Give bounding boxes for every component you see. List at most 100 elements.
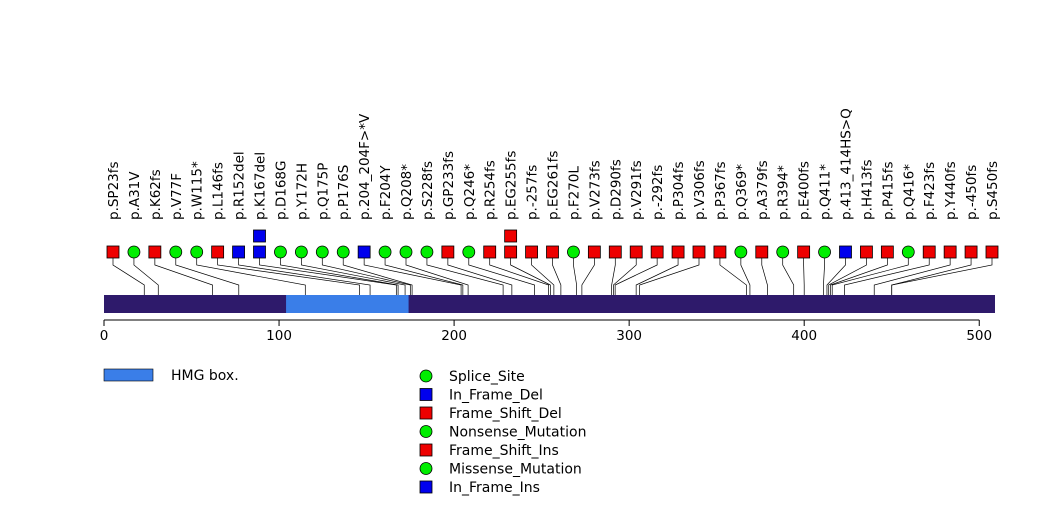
mutation-label-0: p.SP23fs bbox=[106, 161, 122, 220]
connector-11 bbox=[342, 258, 413, 295]
marker-17 bbox=[462, 245, 476, 259]
connector-8 bbox=[280, 258, 399, 295]
marker-32 bbox=[776, 245, 790, 259]
mutation-label-9: p.Y172H bbox=[294, 163, 310, 220]
marker-9 bbox=[294, 245, 308, 259]
protein-track bbox=[104, 295, 995, 313]
legend-label-1: In_Frame_Del bbox=[449, 388, 543, 404]
legend-swatch-3 bbox=[419, 425, 433, 438]
mutation-label-34: p.Q411* bbox=[818, 164, 834, 220]
x-tick-label-200: 200 bbox=[441, 328, 467, 344]
marker-38 bbox=[901, 245, 915, 259]
connector-25 bbox=[613, 258, 637, 295]
mutation-label-20: p.-257fs bbox=[525, 165, 541, 220]
marker-42 bbox=[985, 245, 999, 259]
connector-13 bbox=[384, 258, 464, 295]
mutation-label-5: p.L146fs bbox=[211, 162, 227, 220]
connector-5 bbox=[217, 258, 360, 295]
domain-legend: HMG box. bbox=[103, 368, 239, 384]
mutation-label-23: p.V273fs bbox=[587, 160, 603, 220]
mutation-label-37: p.P415fs bbox=[880, 161, 896, 220]
legend-swatch-4 bbox=[419, 443, 433, 457]
mutation-label-29: p.P367fs bbox=[713, 161, 729, 220]
marker-11 bbox=[336, 245, 350, 259]
mutation-label-41: p.-450fs bbox=[964, 165, 980, 220]
mutation-label-2: p.K62fs bbox=[148, 169, 164, 220]
marker-3 bbox=[169, 245, 183, 259]
legend-label-4: Frame_Shift_Ins bbox=[449, 443, 559, 459]
mutation-label-31: p.A379fs bbox=[755, 160, 771, 220]
marker-26 bbox=[650, 245, 664, 259]
connector-42 bbox=[891, 258, 993, 295]
connector-16 bbox=[447, 258, 513, 295]
marker-22 bbox=[567, 245, 580, 259]
x-tick-label-0: 0 bbox=[100, 328, 109, 344]
marker-stacked-19 bbox=[504, 229, 518, 243]
marker-30 bbox=[734, 245, 748, 259]
marker-28 bbox=[692, 245, 706, 259]
mutation-label-3: p.V77F bbox=[169, 173, 185, 220]
mutation-label-19: p.EG255fs bbox=[504, 151, 520, 220]
marker-40 bbox=[943, 245, 957, 259]
legend-label-3: Nonsense_Mutation bbox=[449, 425, 586, 441]
connector-14 bbox=[405, 258, 469, 295]
marker-31 bbox=[755, 245, 769, 259]
connector-20 bbox=[531, 258, 555, 295]
marker-35 bbox=[839, 245, 852, 259]
mutation-label-14: p.Q208* bbox=[399, 164, 415, 220]
connector-15 bbox=[426, 258, 504, 295]
connector-4 bbox=[196, 258, 306, 295]
mutation-label-30: p.Q369* bbox=[734, 164, 750, 220]
connector-37 bbox=[830, 258, 888, 295]
x-tick-label-300: 300 bbox=[616, 328, 642, 344]
legend-swatch-6 bbox=[419, 480, 433, 494]
marker-15 bbox=[420, 245, 434, 259]
marker-37 bbox=[880, 245, 894, 259]
mutation-label-1: p.A31V bbox=[127, 171, 143, 220]
mutation-label-38: p.Q416* bbox=[901, 164, 917, 220]
connector-35 bbox=[826, 258, 846, 295]
mutation-label-24: p.D290fs bbox=[608, 159, 624, 220]
mutation-markers bbox=[106, 229, 999, 259]
connector-3 bbox=[175, 258, 240, 295]
connector-30 bbox=[740, 258, 751, 295]
legend-swatch-1 bbox=[419, 388, 433, 401]
mutation-label-8: p.D168G bbox=[273, 161, 289, 220]
connector-0 bbox=[112, 258, 145, 295]
marker-2 bbox=[148, 245, 162, 259]
connector-34 bbox=[823, 258, 825, 295]
marker-41 bbox=[964, 245, 978, 259]
marker-18 bbox=[483, 245, 497, 259]
legend-swatch-2 bbox=[419, 406, 433, 420]
marker-0 bbox=[106, 245, 120, 259]
connector-31 bbox=[761, 258, 768, 295]
marker-4 bbox=[190, 245, 204, 259]
mutation-label-36: p.H413fs bbox=[859, 159, 875, 220]
mutation-label-40: p.Y440fs bbox=[943, 161, 959, 220]
marker-25 bbox=[629, 245, 643, 259]
mutation-label-25: p.V291fs bbox=[629, 160, 645, 220]
connector-40 bbox=[873, 258, 951, 295]
connector-22 bbox=[573, 258, 577, 295]
marker-33 bbox=[797, 245, 811, 259]
marker-5 bbox=[211, 245, 225, 259]
mutation-label-32: p.R394* bbox=[776, 165, 792, 220]
legend-label-0: Splice_Site bbox=[449, 369, 525, 385]
mutation-label-26: p.-292fs bbox=[650, 165, 666, 220]
connector-24 bbox=[611, 258, 616, 295]
connector-21 bbox=[552, 258, 562, 295]
mutation-label-16: p.GP233fs bbox=[441, 151, 457, 220]
mutation-label-39: p.F423fs bbox=[922, 162, 938, 220]
connector-1 bbox=[133, 258, 159, 295]
marker-20 bbox=[525, 245, 538, 259]
connector-12 bbox=[363, 258, 462, 295]
legend-label-5: Missense_Mutation bbox=[449, 462, 582, 478]
mutation-label-35: p.413_414HS>Q bbox=[839, 108, 855, 220]
mutation-label-13: p.F204Y bbox=[378, 165, 394, 220]
connector-39 bbox=[844, 258, 930, 295]
mutation-label-10: p.Q175P bbox=[315, 163, 331, 220]
mutation-label-21: p.EG261fs bbox=[546, 151, 562, 220]
mutation-type-legend: Splice_Site In_Frame_Del Frame_Shift_Del No… bbox=[419, 369, 586, 496]
marker-6 bbox=[232, 245, 245, 259]
mutation-label-12: p.204_204F>*V bbox=[357, 113, 373, 220]
